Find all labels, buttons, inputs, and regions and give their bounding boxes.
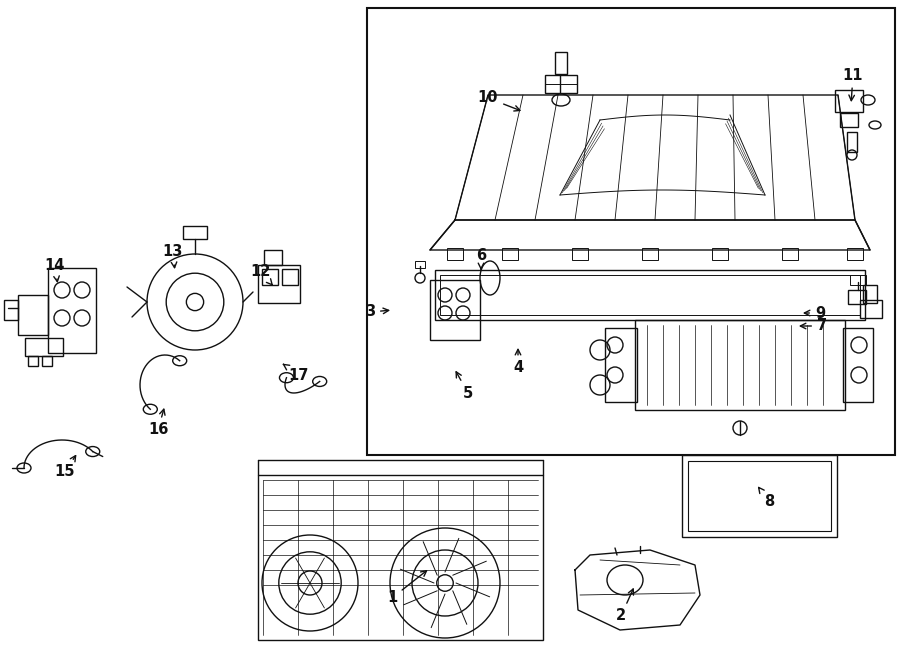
Text: 3: 3 xyxy=(364,305,389,319)
Bar xyxy=(258,475,543,640)
Bar xyxy=(25,338,63,356)
Bar xyxy=(782,248,798,260)
Text: 14: 14 xyxy=(45,258,65,282)
Bar xyxy=(415,261,425,268)
Text: 10: 10 xyxy=(478,91,520,111)
Bar xyxy=(682,455,837,537)
Bar xyxy=(28,356,38,366)
Text: 13: 13 xyxy=(163,245,184,268)
Bar xyxy=(555,52,567,74)
Bar xyxy=(840,113,858,127)
Bar xyxy=(863,285,877,303)
Bar xyxy=(572,248,588,260)
Text: 12: 12 xyxy=(251,264,273,285)
Bar xyxy=(642,248,658,260)
Ellipse shape xyxy=(186,293,203,311)
Bar xyxy=(712,248,728,260)
Bar xyxy=(635,320,845,410)
Bar xyxy=(860,300,882,318)
Text: 1: 1 xyxy=(387,570,427,605)
Bar xyxy=(502,248,518,260)
Bar xyxy=(545,75,577,93)
Bar xyxy=(435,270,865,320)
Text: 17: 17 xyxy=(284,364,310,383)
Bar xyxy=(447,248,463,260)
Bar xyxy=(847,132,857,152)
Bar xyxy=(430,280,480,340)
Text: 4: 4 xyxy=(513,349,523,375)
Bar xyxy=(48,268,96,353)
Bar xyxy=(850,275,866,285)
Text: 5: 5 xyxy=(456,371,473,401)
Text: 9: 9 xyxy=(805,305,825,321)
Text: 16: 16 xyxy=(148,409,168,438)
Bar xyxy=(843,328,873,402)
Text: 8: 8 xyxy=(759,487,774,508)
Text: 2: 2 xyxy=(616,589,634,623)
Text: 6: 6 xyxy=(476,247,486,269)
Bar xyxy=(264,250,282,265)
Bar xyxy=(18,295,48,335)
Bar xyxy=(605,328,637,402)
Bar xyxy=(42,356,52,366)
Bar xyxy=(848,290,866,304)
Bar xyxy=(262,269,278,285)
Bar xyxy=(688,461,831,531)
Bar xyxy=(847,248,863,260)
Bar xyxy=(835,90,863,112)
Bar xyxy=(282,269,298,285)
Text: 7: 7 xyxy=(800,319,827,334)
Bar xyxy=(258,265,300,303)
Bar xyxy=(440,275,860,315)
Text: 11: 11 xyxy=(842,67,863,100)
Bar xyxy=(367,8,895,455)
Bar xyxy=(183,226,207,239)
Text: 15: 15 xyxy=(55,455,76,479)
Bar xyxy=(4,300,18,320)
